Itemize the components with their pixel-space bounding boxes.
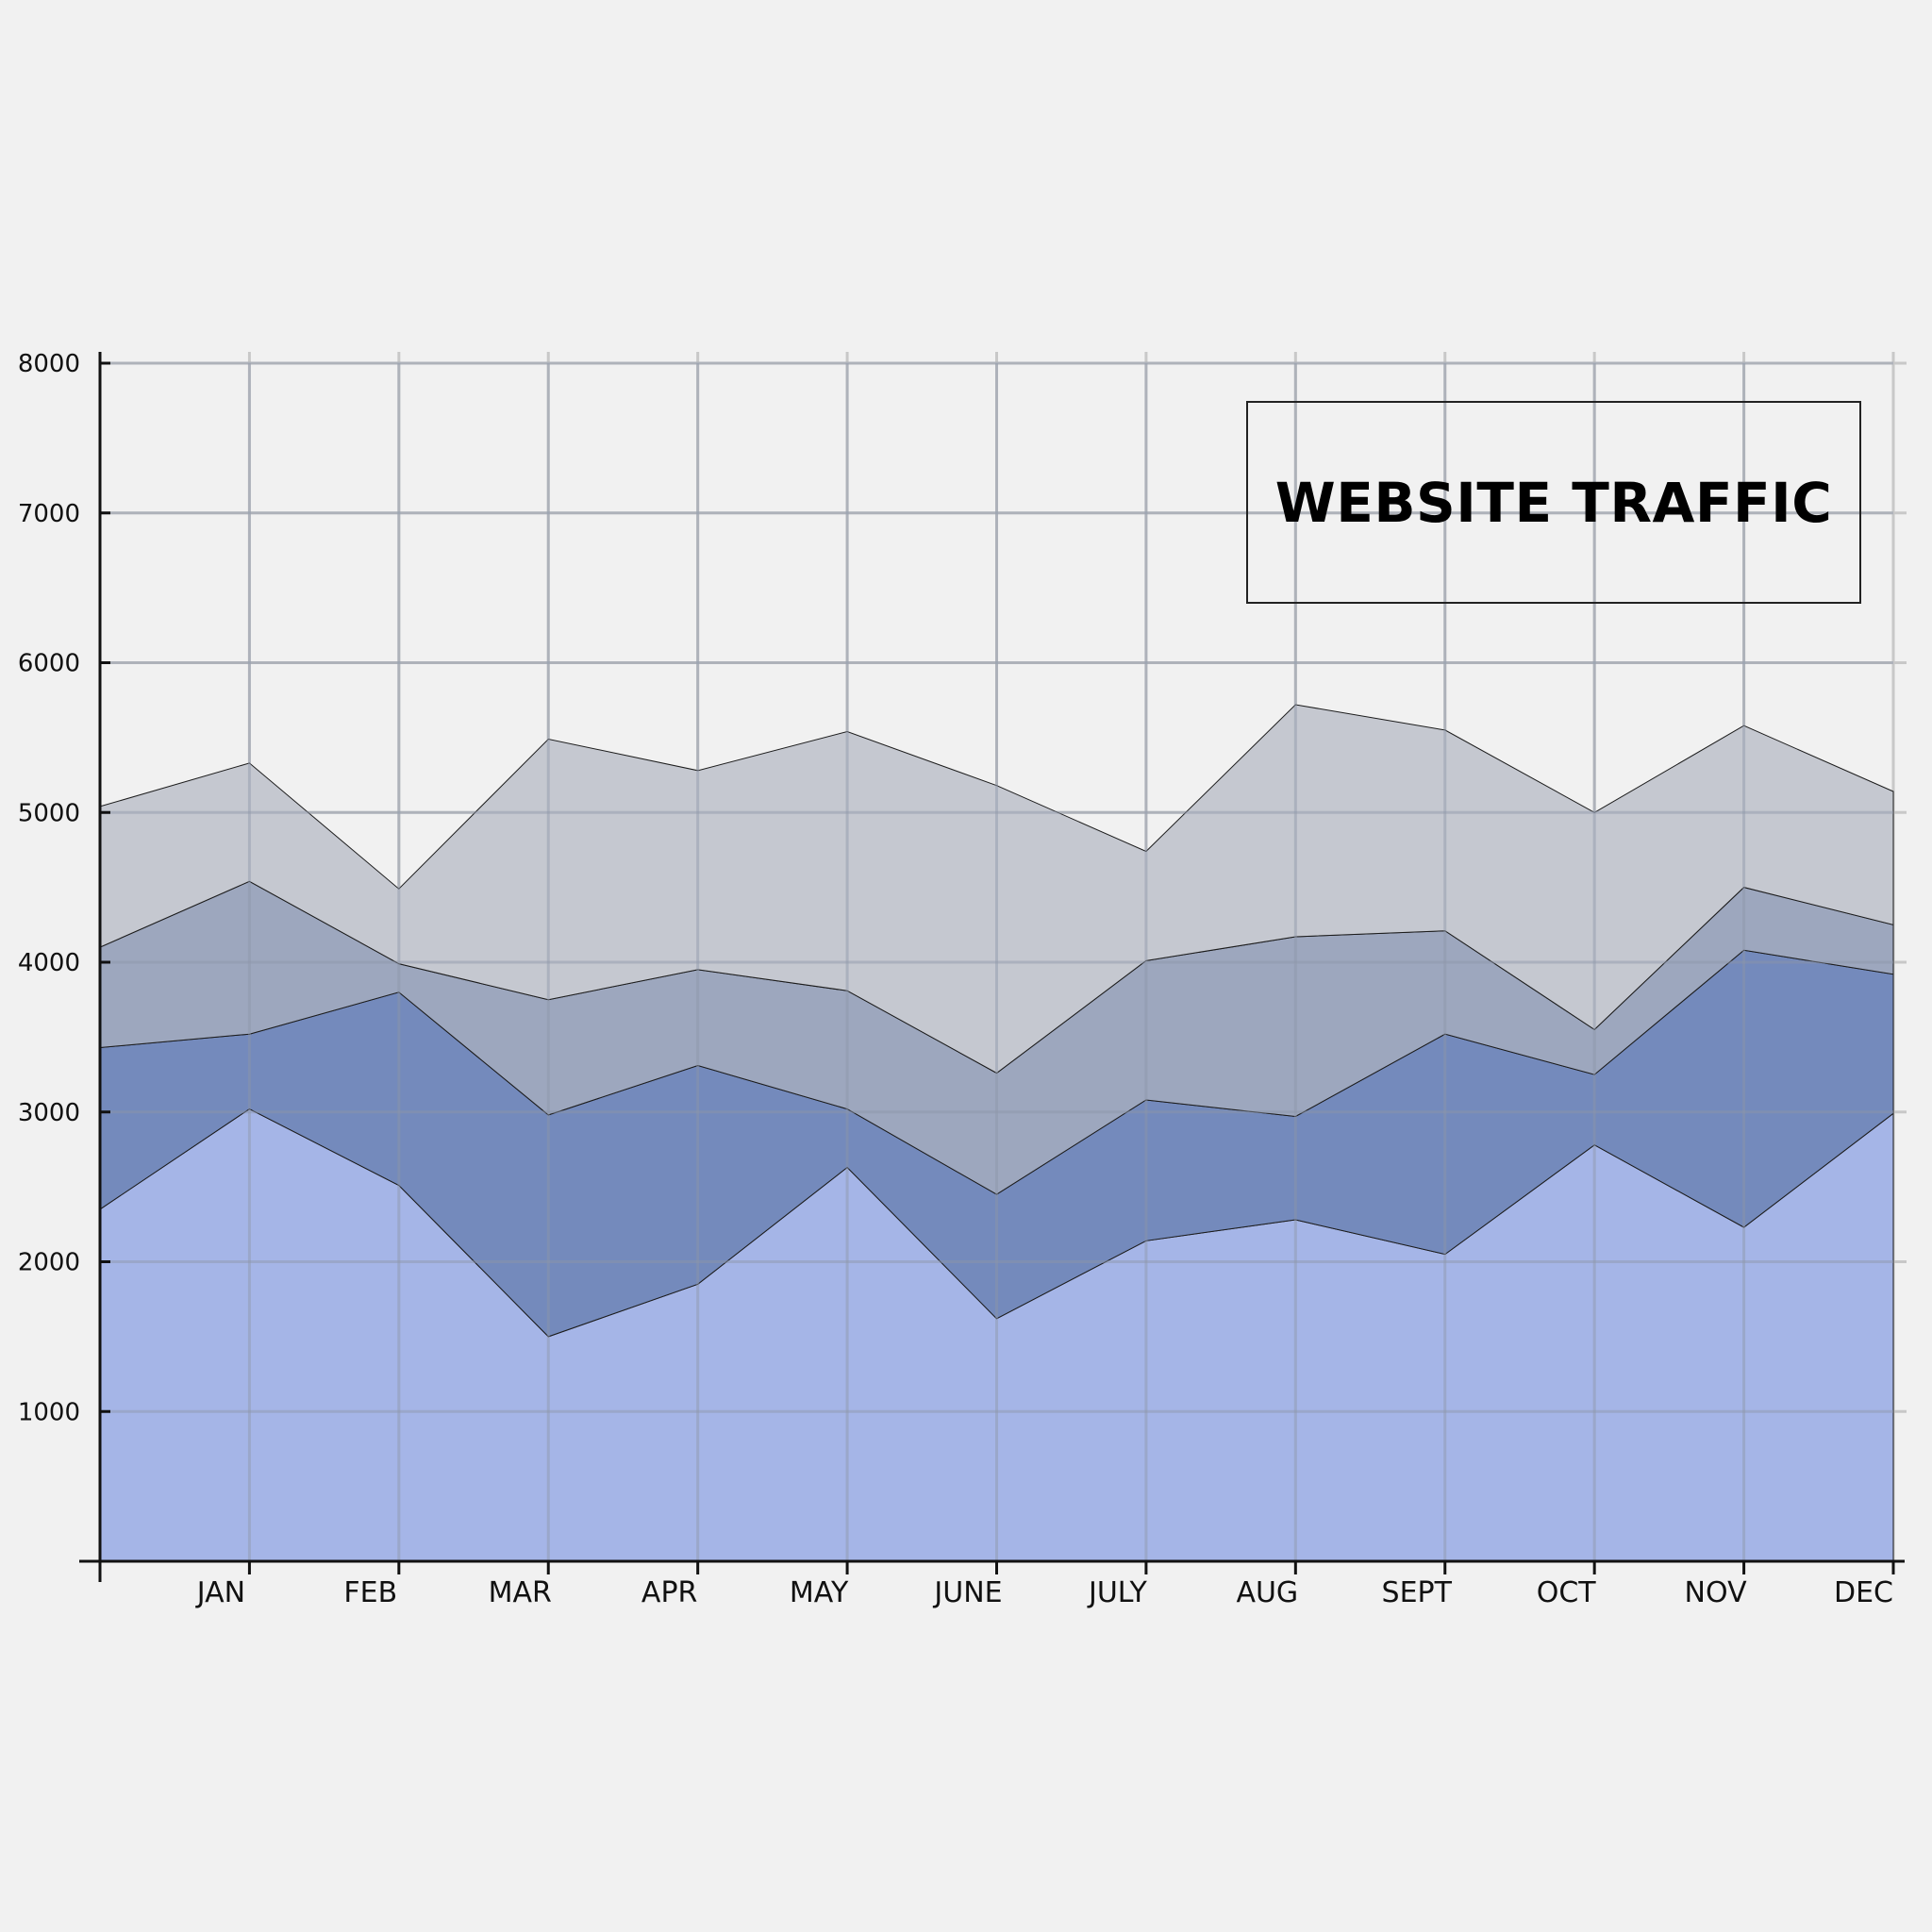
chart-title: WEBSITE TRAFFIC <box>1274 470 1833 535</box>
y-tick-label: 2000 <box>18 1249 80 1277</box>
tick-labels: 1000 2000 3000 4000 5000 6000 7000 8000 JAN FEB MA… <box>18 350 1893 1609</box>
x-tick-label: DEC <box>1834 1576 1893 1609</box>
y-tick-label: 1000 <box>18 1398 80 1426</box>
area-series-4 <box>99 704 1894 1074</box>
x-tick-label: MAR <box>489 1576 552 1609</box>
x-tick-label: FEB <box>343 1576 397 1609</box>
y-tick-label: 4000 <box>18 949 80 977</box>
chart-title-box: WEBSITE TRAFFIC <box>1246 401 1861 604</box>
area-layers <box>99 361 1894 1562</box>
x-tick-label: SEPT <box>1382 1576 1453 1609</box>
x-tick-label: JAN <box>195 1576 245 1609</box>
y-tick-label: 5000 <box>18 799 80 827</box>
y-tick-label: 3000 <box>18 1099 80 1127</box>
axes <box>79 352 1905 1582</box>
x-tick-label: JULY <box>1087 1576 1148 1609</box>
x-tick-label: NOV <box>1685 1576 1748 1609</box>
x-tick-label: OCT <box>1537 1576 1597 1609</box>
x-tick-label: MAY <box>790 1576 849 1609</box>
x-tick-label: AUG <box>1236 1576 1298 1609</box>
y-tick-label: 8000 <box>18 350 80 378</box>
y-tick-label: 7000 <box>18 500 80 528</box>
y-tick-label: 6000 <box>18 650 80 678</box>
x-tick-label: JUNE <box>932 1576 1002 1609</box>
x-tick-label: APR <box>641 1576 697 1609</box>
